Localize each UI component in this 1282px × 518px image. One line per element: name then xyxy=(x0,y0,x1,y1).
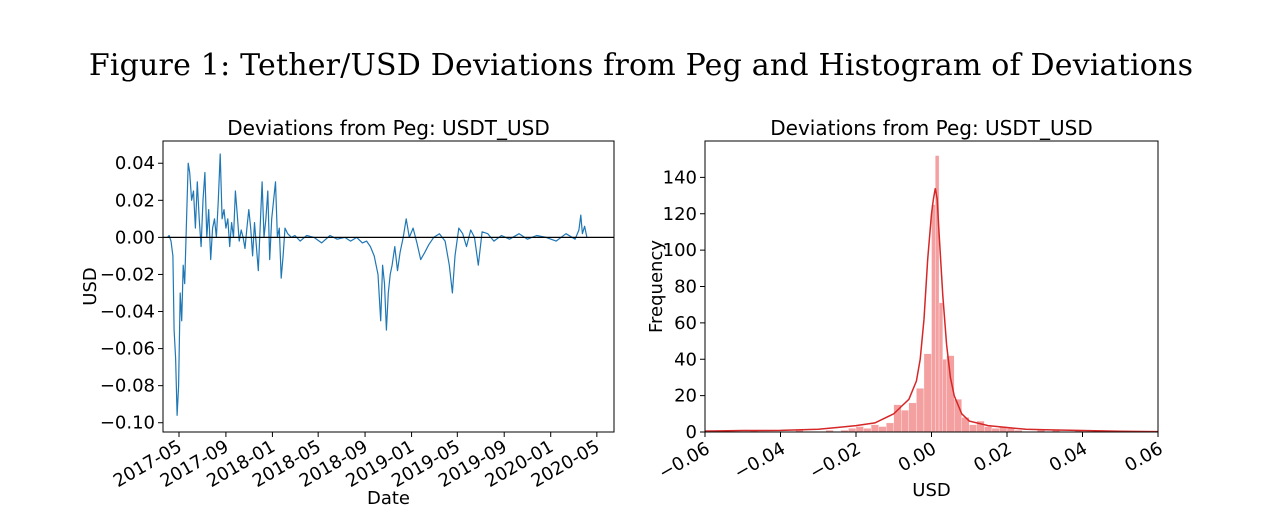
line-chart-y-label: USD xyxy=(80,267,101,305)
x-tick-label: −0.02 xyxy=(806,438,864,484)
x-tick-label: −0.04 xyxy=(731,438,789,484)
histogram-title: Deviations from Peg: USDT_USD xyxy=(770,116,1092,140)
histogram-bar xyxy=(991,428,1000,433)
x-tick-label: 0.00 xyxy=(895,438,940,476)
histogram-bar xyxy=(923,353,932,433)
line-chart-title: Deviations from Peg: USDT_USD xyxy=(227,116,549,140)
x-tick-label: 0.04 xyxy=(1046,438,1091,476)
y-tick-label: 80 xyxy=(674,277,697,298)
histogram-bar xyxy=(886,422,894,433)
histogram-bar xyxy=(916,388,925,433)
histogram-chart: Deviations from Peg: USDT_USD 0 20 40 60 80 1… xyxy=(646,116,1167,501)
histogram-x-label: USD xyxy=(912,480,950,501)
histogram-bar xyxy=(942,359,947,433)
histogram-bar xyxy=(984,426,993,433)
histogram-bar xyxy=(938,302,943,433)
line-chart-x-label: Date xyxy=(367,488,410,509)
histogram-bar xyxy=(946,355,955,433)
y-tick-label: 0 xyxy=(686,422,697,443)
y-tick-label: −0.04 xyxy=(100,302,155,323)
y-tick-label: 40 xyxy=(674,349,697,370)
histogram-bar xyxy=(863,428,872,433)
y-tick-label: 0.00 xyxy=(115,227,155,248)
y-tick-label: 60 xyxy=(674,313,697,334)
histogram-bar xyxy=(901,410,909,433)
histogram-y-label: Frequency xyxy=(646,240,667,333)
y-tick-label: 120 xyxy=(663,204,697,225)
histogram-bar xyxy=(855,426,864,433)
series-line-0 xyxy=(167,153,588,416)
y-tick-label: 0.04 xyxy=(115,153,155,174)
histogram-bar xyxy=(878,426,887,433)
histogram-bar xyxy=(908,402,917,433)
histogram-bar xyxy=(1006,428,1015,433)
y-tick-label: 100 xyxy=(663,240,697,261)
histogram-bar xyxy=(848,428,857,433)
histogram-bar xyxy=(870,424,879,433)
y-tick-label: −0.06 xyxy=(100,339,155,360)
y-tick-label: 0.02 xyxy=(115,190,155,211)
histogram-plot-area: 0 20 40 60 80 100 120 140 −0.06 −0.04 −0.02 0.00 0.0… xyxy=(655,140,1167,484)
line-chart-frame xyxy=(162,140,615,433)
kde-curve xyxy=(704,188,1159,433)
x-tick-label: 0.06 xyxy=(1121,438,1166,476)
y-tick-label: 140 xyxy=(663,167,697,188)
figure-title: Figure 1: Tether/USD Deviations from Peg… xyxy=(88,48,1194,83)
y-tick-label: −0.08 xyxy=(100,376,155,397)
histogram-bar xyxy=(893,404,902,433)
histogram-bar xyxy=(969,424,977,433)
y-tick-label: −0.10 xyxy=(100,413,155,434)
x-tick-label: −0.06 xyxy=(655,438,713,484)
y-tick-label: 20 xyxy=(674,386,697,407)
line-chart-plot-area: 0.040.020.00−0.02−0.04−0.06−0.08−0.10201… xyxy=(100,140,615,492)
y-tick-label: −0.02 xyxy=(100,264,155,285)
x-tick-label: 0.02 xyxy=(970,438,1015,476)
line-chart: Deviations from Peg: USDT_USD 0.04 0.02 0.… xyxy=(80,116,615,509)
histogram-bar xyxy=(931,204,936,433)
